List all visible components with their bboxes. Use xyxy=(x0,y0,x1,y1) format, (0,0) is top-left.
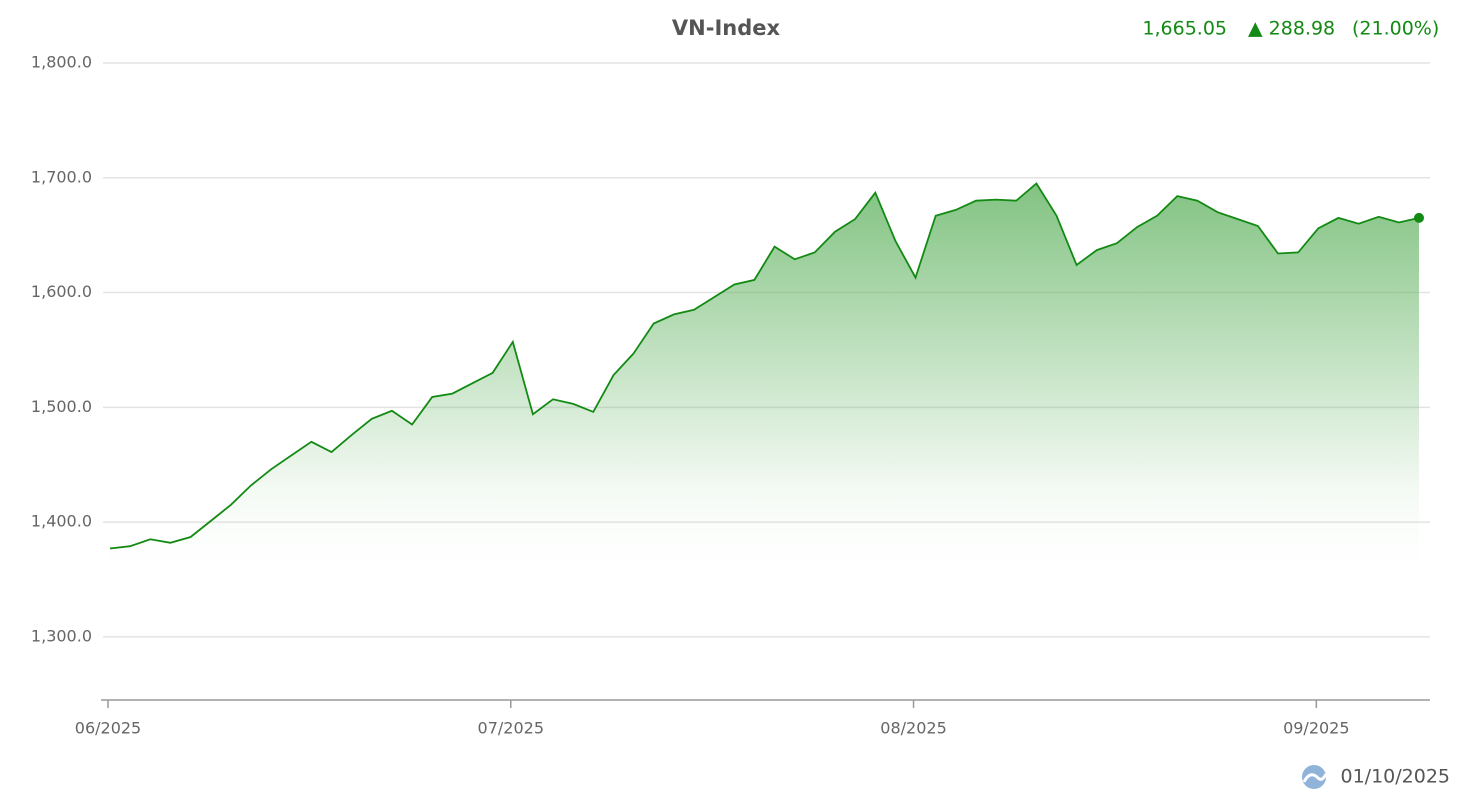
change-percent: (21.00%) xyxy=(1352,18,1439,40)
x-tick-label: 06/2025 xyxy=(75,719,141,738)
area-fill xyxy=(110,183,1419,590)
y-tick-label: 1,300.0 xyxy=(31,626,92,645)
logo-circle xyxy=(1302,765,1326,789)
chart-title: VN-Index xyxy=(672,16,781,40)
y-tick-label: 1,600.0 xyxy=(31,282,92,301)
y-tick-label: 1,500.0 xyxy=(31,397,92,416)
x-tick-label: 08/2025 xyxy=(880,719,946,738)
x-tick-label: 07/2025 xyxy=(478,719,544,738)
date: 01/10/2025 xyxy=(1340,766,1450,788)
y-tick-label: 1,700.0 xyxy=(31,167,92,186)
x-tick-label: 09/2025 xyxy=(1283,719,1349,738)
logo xyxy=(1302,765,1328,789)
y-tick-label: 1,800.0 xyxy=(31,53,92,72)
logo-wave xyxy=(1302,773,1328,783)
line xyxy=(109,182,1420,550)
last-value: 1,665.05 xyxy=(1142,18,1227,40)
change: ▲ 288.98 xyxy=(1248,18,1335,40)
last-point xyxy=(1414,212,1424,223)
y-tick-label: 1,400.0 xyxy=(31,512,92,531)
